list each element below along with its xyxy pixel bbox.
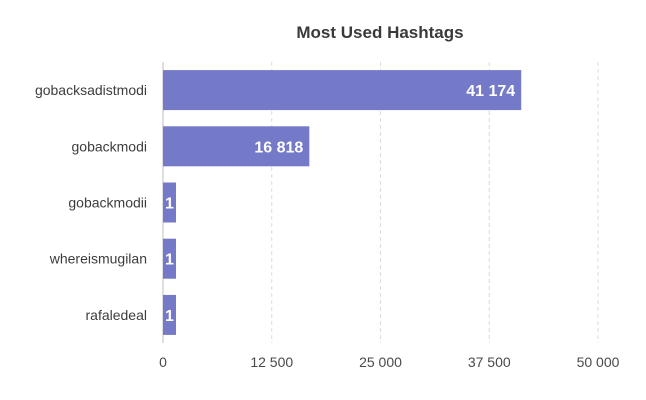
bar-value-label: 1 [165,196,174,213]
x-tick-label: 0 [159,354,167,370]
x-tick-label: 12 500 [250,354,293,370]
chart-title: Most Used Hashtags [296,23,463,42]
bar[interactable] [163,294,176,335]
category-label: rafaledeal [86,307,148,323]
category-label: whereismugilan [49,251,147,267]
bar-value-label: 41 174 [466,83,515,100]
bars: 41 174 16 818 1 1 1 [163,70,522,335]
bar-value-label: 1 [165,252,174,269]
bar[interactable] [163,182,176,223]
category-label: gobackmodii [68,195,147,211]
category-labels: gobacksadistmodi gobackmodi gobackmodii whe… [35,82,147,323]
x-tick-label: 37 500 [468,354,511,370]
bar[interactable] [163,126,310,167]
bar-value-label: 16 818 [254,139,303,156]
x-tick-label: 25 000 [359,354,402,370]
bar[interactable] [163,70,522,111]
category-label: gobackmodi [72,138,148,154]
x-tick-labels: 0 12 500 25 000 37 500 50 000 [159,354,620,370]
bar-value-label: 1 [165,308,174,325]
x-tick-label: 50 000 [577,354,620,370]
bar[interactable] [163,238,176,279]
category-label: gobacksadistmodi [35,82,147,98]
